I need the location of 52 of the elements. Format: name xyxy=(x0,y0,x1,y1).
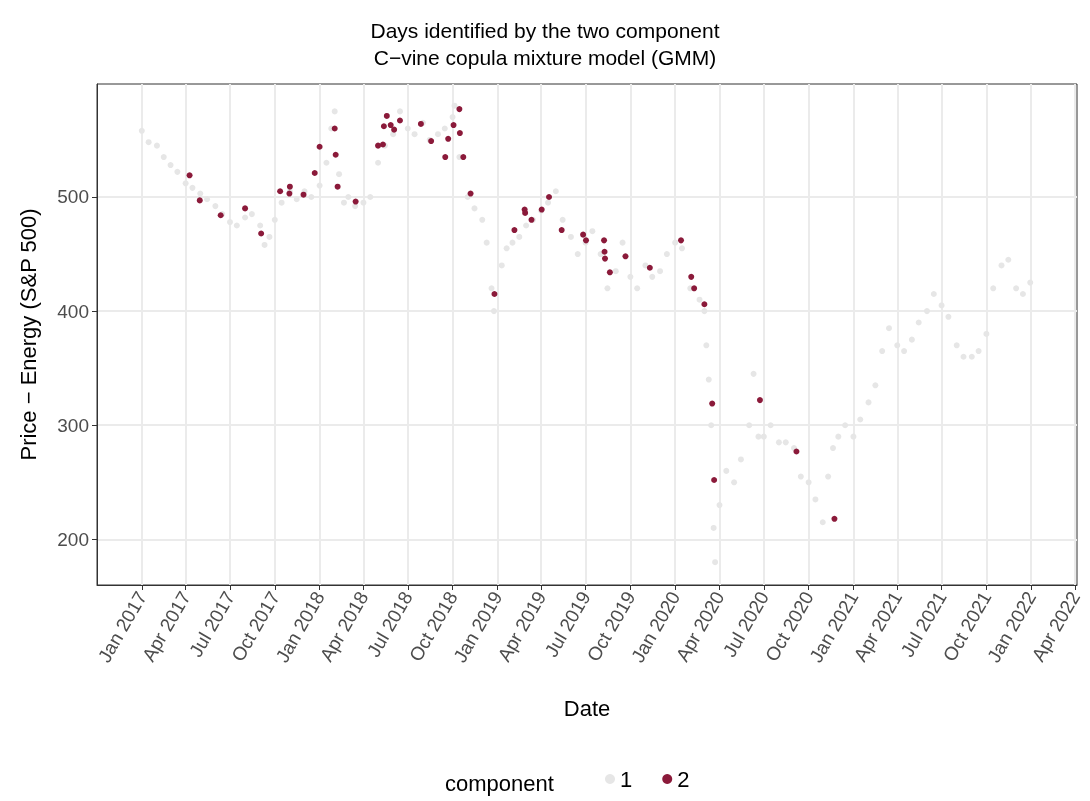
point xyxy=(456,106,463,113)
point xyxy=(316,143,323,150)
point xyxy=(701,301,708,308)
point xyxy=(396,117,403,124)
chart-title: Days identified by the two component C−vine copula mixture model (GMM) xyxy=(370,19,720,69)
point xyxy=(467,190,474,197)
x-axis-title: Date xyxy=(563,695,611,721)
point xyxy=(258,230,265,237)
y-axis-title: Price − Energy (S&P 500) xyxy=(15,208,41,461)
point xyxy=(546,193,553,200)
point xyxy=(602,255,609,262)
point xyxy=(456,130,463,137)
legend-title: component xyxy=(445,770,554,796)
point xyxy=(460,154,467,161)
point xyxy=(601,248,608,255)
point xyxy=(831,515,838,522)
legend-label: 1 xyxy=(620,766,633,792)
point xyxy=(442,154,449,161)
y-tick-label: 200 xyxy=(57,528,89,550)
point xyxy=(196,197,203,204)
point xyxy=(606,269,613,276)
point xyxy=(352,198,359,205)
point xyxy=(558,227,565,234)
point xyxy=(277,188,284,195)
point xyxy=(646,264,653,271)
point xyxy=(688,273,695,280)
point xyxy=(375,142,382,149)
point xyxy=(445,135,452,142)
point xyxy=(311,170,318,177)
y-tick-label: 300 xyxy=(57,414,89,436)
point xyxy=(691,285,698,292)
point xyxy=(511,227,518,234)
point xyxy=(383,112,390,119)
point xyxy=(580,231,587,238)
point xyxy=(601,237,608,244)
point xyxy=(491,290,498,297)
point xyxy=(450,122,457,129)
point xyxy=(332,151,339,158)
y-tick-label: 400 xyxy=(57,300,89,322)
point xyxy=(709,400,716,407)
y-tick-label: 500 xyxy=(57,186,89,208)
point xyxy=(242,205,249,212)
point xyxy=(286,183,293,190)
point xyxy=(380,123,387,130)
point xyxy=(334,183,341,190)
point xyxy=(756,397,763,404)
point xyxy=(387,122,394,129)
point xyxy=(391,126,398,133)
legend-label: 2 xyxy=(677,766,690,792)
point xyxy=(711,477,718,484)
point xyxy=(186,172,193,179)
point xyxy=(678,237,685,244)
